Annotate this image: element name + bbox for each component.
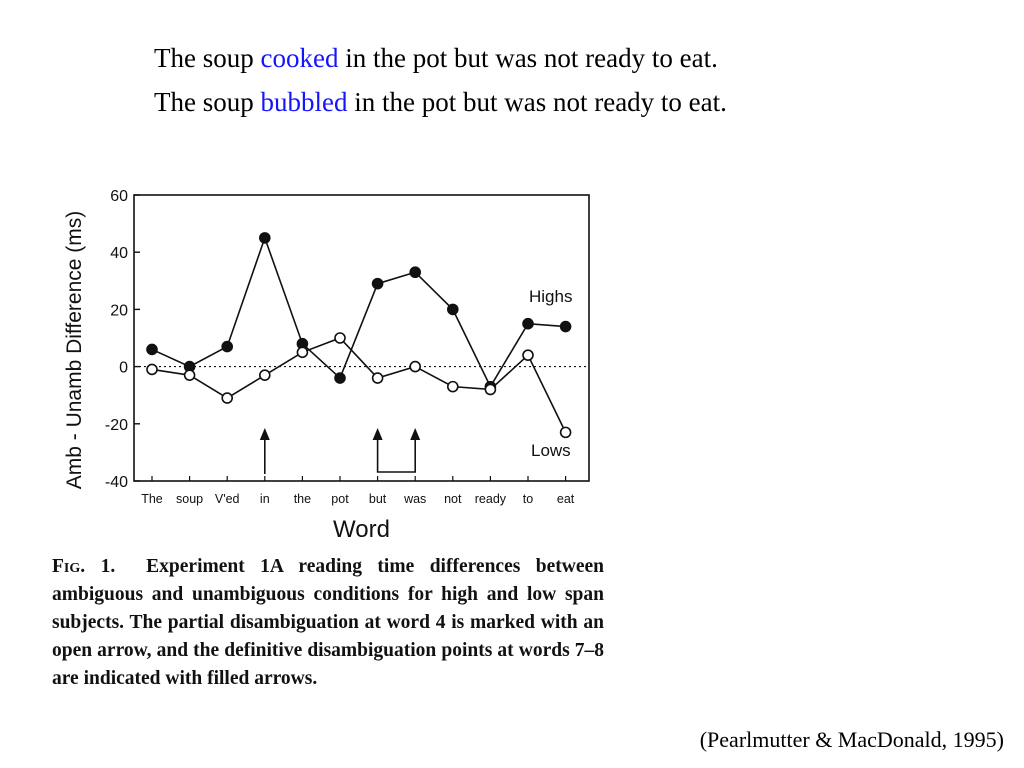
x-tick-label: in <box>260 492 270 506</box>
caption-text: Experiment 1A reading time differences b… <box>52 556 605 689</box>
caption-label: Fig. 1. <box>52 556 116 577</box>
highs-point <box>409 266 422 279</box>
lows-point <box>522 349 534 361</box>
x-tick-label: The <box>141 492 163 506</box>
y-axis-title: Amb - Unamb Difference (ms) <box>63 211 86 490</box>
x-tick-label: the <box>294 492 311 506</box>
highs-point <box>146 343 158 356</box>
lows-point <box>259 369 271 381</box>
lows-point <box>221 392 233 404</box>
highs-point <box>559 320 572 333</box>
highs-point <box>446 303 459 316</box>
x-tick-label: was <box>403 492 426 506</box>
lows-point <box>146 363 158 376</box>
x-tick-label: to <box>523 492 533 506</box>
x-axis-title: Word <box>333 516 390 543</box>
lows-point <box>296 346 309 359</box>
y-tick-label: -20 <box>105 417 128 434</box>
y-tick-label: 60 <box>110 188 128 205</box>
highs-point <box>371 277 384 290</box>
lows-point <box>334 332 346 344</box>
lows-point <box>446 380 459 393</box>
x-tick-label: V'ed <box>215 492 240 506</box>
sentence-2: The soup bubbled in the pot but was not … <box>154 80 727 124</box>
x-tick-label: soup <box>176 492 203 506</box>
lows-point <box>559 426 572 439</box>
x-tick-label: eat <box>557 492 575 506</box>
x-tick-label: ready <box>475 492 507 506</box>
citation: (Pearlmutter & MacDonald, 1995) <box>699 727 1004 752</box>
y-tick-label: 0 <box>119 360 128 377</box>
y-tick-label: 20 <box>110 302 128 319</box>
sentence-2-verb: bubbled <box>260 87 348 117</box>
lows-series-label: Lows <box>531 441 571 460</box>
disambiguation-arrow-head <box>410 428 421 440</box>
sentence-2-before: The soup <box>154 87 261 117</box>
sentence-1: The soup cooked in the pot but was not r… <box>154 36 727 80</box>
highs-series-line <box>151 235 566 389</box>
highs-point <box>334 372 346 384</box>
highs-series-label: Highs <box>529 287 572 306</box>
plot-frame <box>133 194 590 482</box>
y-tick-label: -40 <box>105 474 128 491</box>
lows-series-line <box>151 337 567 433</box>
sentence-1-before: The soup <box>154 43 261 73</box>
lows-point <box>371 372 384 384</box>
example-sentences: The soup cooked in the pot but was not r… <box>154 36 727 124</box>
x-tick-label: but <box>369 492 387 506</box>
disambiguation-bracket <box>376 438 417 473</box>
lows-point <box>409 360 422 373</box>
sentence-2-after: in the pot but was not ready to eat. <box>347 87 727 117</box>
x-tick-label: not <box>444 492 462 506</box>
y-tick-label: 40 <box>110 245 128 262</box>
lows-point <box>183 369 196 381</box>
reading-time-chart: 60 40 20 0 -20 -40 The soup V'ed in the pot but was no… <box>63 188 590 543</box>
disambiguation-arrow-head <box>372 428 383 440</box>
sentence-1-verb: cooked <box>260 43 339 73</box>
highs-point <box>221 340 233 353</box>
disambiguation-arrow-head <box>259 428 270 440</box>
x-tick-label: pot <box>331 492 349 506</box>
sentence-1-after: in the pot but was not ready to eat. <box>338 43 718 73</box>
highs-point <box>522 317 534 330</box>
figure-caption: Fig. 1. Experiment 1A reading time diffe… <box>52 553 604 693</box>
lows-point <box>484 383 497 396</box>
highs-point <box>259 232 271 244</box>
